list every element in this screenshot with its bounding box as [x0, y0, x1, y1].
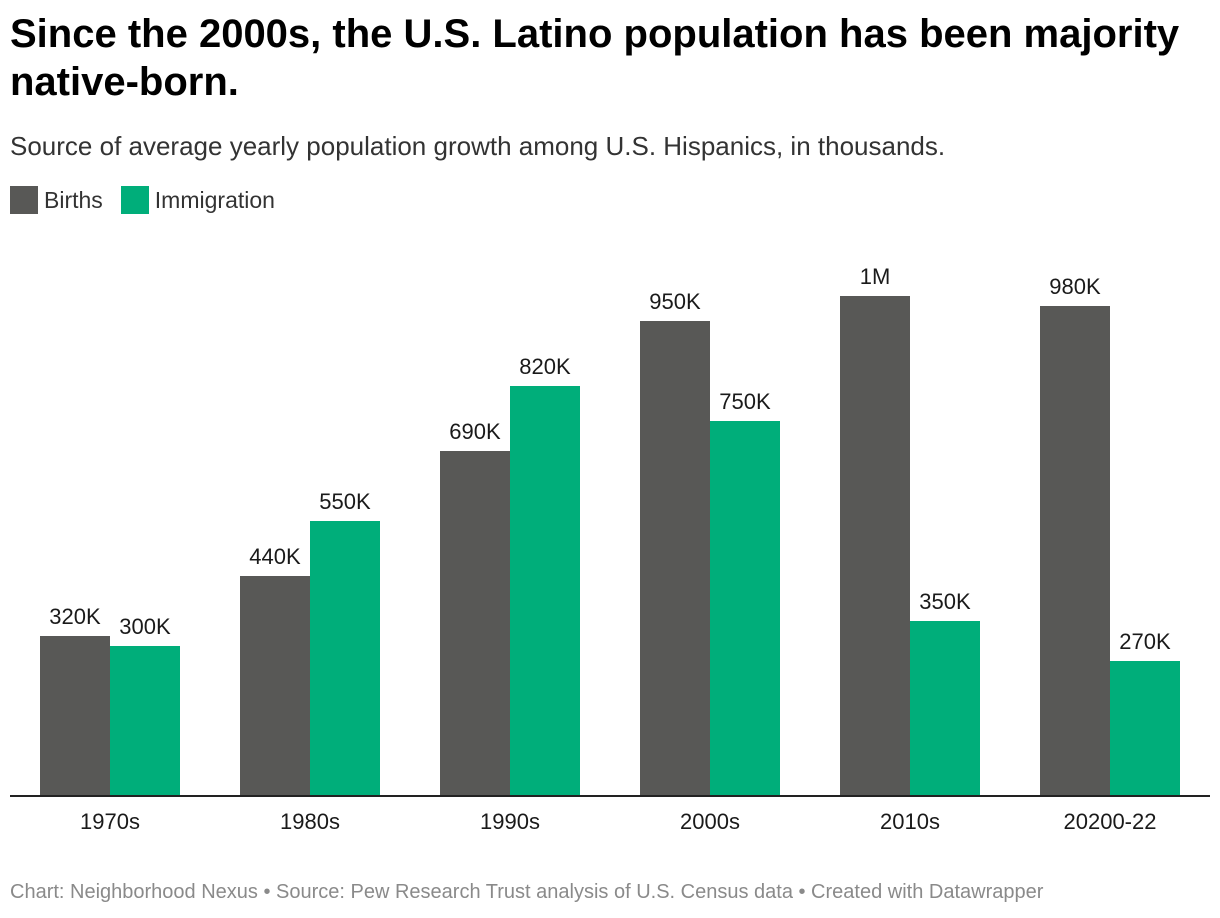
bar-immigration-5	[1110, 661, 1180, 796]
bar-chart: 320K 300K 1970s 440K 550K 1980s 690K 820K 1990s 9…	[10, 264, 1210, 834]
legend-swatch-immigration	[120, 186, 149, 214]
bar-births-0	[40, 636, 110, 796]
x-tick-label-2: 1990s	[480, 809, 540, 834]
data-label-immigration-4: 350K	[919, 589, 971, 614]
data-label-immigration-2: 820K	[519, 354, 571, 379]
legend-item-births: Births	[10, 186, 103, 214]
bar-immigration-2	[510, 386, 580, 796]
legend-item-immigration: Immigration	[120, 186, 275, 214]
chart-legend: Births Immigration	[10, 184, 293, 216]
legend-label-births: Births	[44, 186, 103, 213]
bar-immigration-0	[110, 646, 180, 796]
chart-subtitle: Source of average yearly population grow…	[10, 131, 946, 161]
bar-births-4	[840, 296, 910, 796]
data-label-immigration-1: 550K	[319, 489, 371, 514]
data-label-immigration-3: 750K	[719, 389, 771, 414]
bar-immigration-4	[910, 621, 980, 796]
data-label-births-5: 980K	[1049, 274, 1101, 299]
x-tick-label-4: 2010s	[880, 809, 940, 834]
bar-births-5	[1040, 306, 1110, 796]
data-label-births-2: 690K	[449, 419, 501, 444]
x-tick-label-1: 1980s	[280, 809, 340, 834]
data-label-births-3: 950K	[649, 289, 701, 314]
legend-label-immigration: Immigration	[154, 186, 275, 213]
bar-immigration-3	[710, 421, 780, 796]
data-label-births-1: 440K	[249, 544, 301, 569]
chart-title: Since the 2000s, the U.S. Latino populat…	[10, 12, 1180, 104]
chart-footer: Chart: Neighborhood Nexus • Source: Pew …	[10, 881, 1044, 903]
bar-immigration-1	[310, 521, 380, 796]
data-label-births-4: 1M	[860, 264, 891, 289]
bar-births-3	[640, 321, 710, 796]
x-tick-label-5: 20200-22	[1064, 809, 1157, 834]
x-tick-label-3: 2000s	[680, 809, 740, 834]
legend-swatch-births	[10, 186, 38, 214]
bar-births-2	[440, 451, 510, 796]
data-label-births-0: 320K	[49, 604, 101, 629]
data-label-immigration-5: 270K	[1119, 629, 1171, 654]
x-tick-label-0: 1970s	[80, 809, 140, 834]
data-label-immigration-0: 300K	[119, 614, 171, 639]
bar-births-1	[240, 576, 310, 796]
